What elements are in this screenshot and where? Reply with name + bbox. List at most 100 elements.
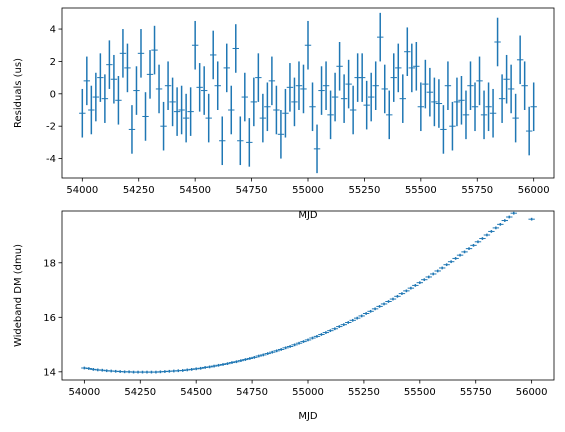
residuals-data-point <box>223 43 230 93</box>
residuals-data-point <box>476 56 483 106</box>
residuals-data-point <box>128 105 136 154</box>
wideband-dm-data-point <box>465 247 473 250</box>
wideband-dm-data-point <box>228 361 236 364</box>
wideband-dm-data-point <box>385 300 392 303</box>
residuals-data-point <box>241 72 249 122</box>
residuals-data-point <box>471 82 479 132</box>
residuals-panel: 54000 54250 54500 54750 55000 55250 55500 55750… <box>13 7 555 221</box>
wideband-dm-data-point <box>81 366 88 370</box>
wideband-dm-data-point <box>215 363 222 367</box>
wideband-dm-data-point <box>340 323 347 327</box>
residuals-data-point <box>191 20 199 70</box>
residuals-x-tick-label: 54000 <box>66 185 98 196</box>
residuals-y-tick-label: 2 <box>50 57 56 68</box>
residuals-data-point <box>264 82 271 132</box>
residuals-data-point <box>291 77 298 127</box>
wideband-dm-data-point <box>251 356 258 359</box>
wideband-dm-data-point <box>434 269 441 273</box>
residuals-data-point <box>390 53 397 102</box>
residuals-axes-frame <box>61 7 555 179</box>
wideband-dm-data-point <box>398 292 406 295</box>
residuals-data-point <box>372 61 379 110</box>
residuals-data-point <box>525 106 533 156</box>
wideband-dm-x-tick-label: 54750 <box>236 387 268 398</box>
wideband-dm-data-point <box>358 314 365 318</box>
wideband-dm-x-tick-label: 54250 <box>124 387 156 398</box>
wideband-dm-data-point <box>277 348 285 351</box>
residuals-data-point <box>164 61 172 110</box>
residuals-x-tick-label: 54750 <box>236 185 268 196</box>
residuals-data-point <box>467 61 474 110</box>
wideband-dm-data-point <box>282 346 289 350</box>
residuals-y-axis-label: Residuals (us) <box>13 58 24 128</box>
wideband-dm-y-axis-label: Wideband DM (dmu) <box>13 244 24 347</box>
residuals-data-point <box>255 53 262 102</box>
wideband-dm-data-point <box>260 353 267 357</box>
wideband-dm-data-point <box>447 260 455 264</box>
wideband-dm-data-point <box>322 331 330 334</box>
residuals-data-point <box>498 74 506 123</box>
residuals-data-point <box>160 101 167 151</box>
wideband-dm-x-tick-label: 56000 <box>516 387 548 398</box>
residuals-data-point <box>322 61 330 110</box>
wideband-dm-data-point <box>528 217 535 221</box>
residuals-data-point <box>300 64 307 114</box>
residuals-data-point <box>485 82 492 132</box>
residuals-data-point <box>137 29 145 78</box>
wideband-dm-data-point <box>295 341 303 345</box>
residuals-data-point <box>97 53 104 102</box>
residuals-data-point <box>444 61 452 110</box>
wideband-dm-data-point <box>354 316 361 320</box>
residuals-x-tick-label: 55500 <box>405 185 437 196</box>
residuals-data-point <box>440 105 447 154</box>
residuals-data-point <box>449 101 456 151</box>
residuals-data-point <box>408 43 416 93</box>
residuals-data-point <box>295 61 303 110</box>
residuals-data-point <box>309 82 316 132</box>
wideband-dm-data-point <box>497 222 504 226</box>
wideband-dm-data-point <box>470 243 477 247</box>
wideband-dm-data-point <box>318 333 325 336</box>
wideband-dm-data-point <box>331 327 339 331</box>
wideband-dm-data-point <box>237 359 245 363</box>
residuals-data-point <box>142 92 149 141</box>
residuals-data-point <box>318 66 325 115</box>
residuals-data-point <box>386 90 393 140</box>
residuals-data-point <box>268 56 276 106</box>
wideband-dm-x-tick-label: 55250 <box>348 387 380 398</box>
residuals-data-point <box>503 54 510 104</box>
wideband-dm-data-point <box>376 305 383 308</box>
residuals-data-point <box>516 35 524 85</box>
residuals-data-point <box>331 72 339 122</box>
residuals-data-point <box>349 85 357 135</box>
wideband-dm-data-point <box>456 253 464 257</box>
wideband-dm-data-point <box>99 368 106 372</box>
wideband-dm-data-point <box>327 329 334 333</box>
wideband-dm-data-point <box>206 365 213 369</box>
wideband-dm-data-point <box>197 366 204 370</box>
wideband-dm-data-point <box>309 336 316 340</box>
wideband-dm-y-tick-label: 14 <box>43 367 56 378</box>
residuals-data-point <box>219 116 226 166</box>
wideband-dm-data-point <box>233 360 240 364</box>
wideband-dm-data-point <box>336 325 343 328</box>
residuals-data-point <box>530 82 537 132</box>
wideband-dm-data-point <box>452 257 459 260</box>
wideband-dm-data-point <box>291 343 298 347</box>
wideband-dm-x-tick-label: 55000 <box>292 387 324 398</box>
residuals-data-point <box>232 24 239 73</box>
residuals-data-point <box>187 87 194 136</box>
wideband-dm-data-point <box>407 286 415 290</box>
wideband-dm-data-point <box>461 250 468 254</box>
wideband-dm-data-point <box>224 362 231 366</box>
wideband-dm-data-point <box>474 240 482 244</box>
residuals-y-tick-label: 4 <box>50 25 56 36</box>
wideband-dm-data-point <box>184 368 191 372</box>
wideband-dm-data-point <box>210 364 218 368</box>
residuals-data-point <box>124 43 131 93</box>
residuals-data-point <box>259 93 267 143</box>
residuals-data-point <box>237 116 244 166</box>
residuals-data-point <box>422 59 429 109</box>
wideband-dm-data-point <box>412 284 419 287</box>
residuals-y-tick-label: 0 <box>50 89 56 100</box>
